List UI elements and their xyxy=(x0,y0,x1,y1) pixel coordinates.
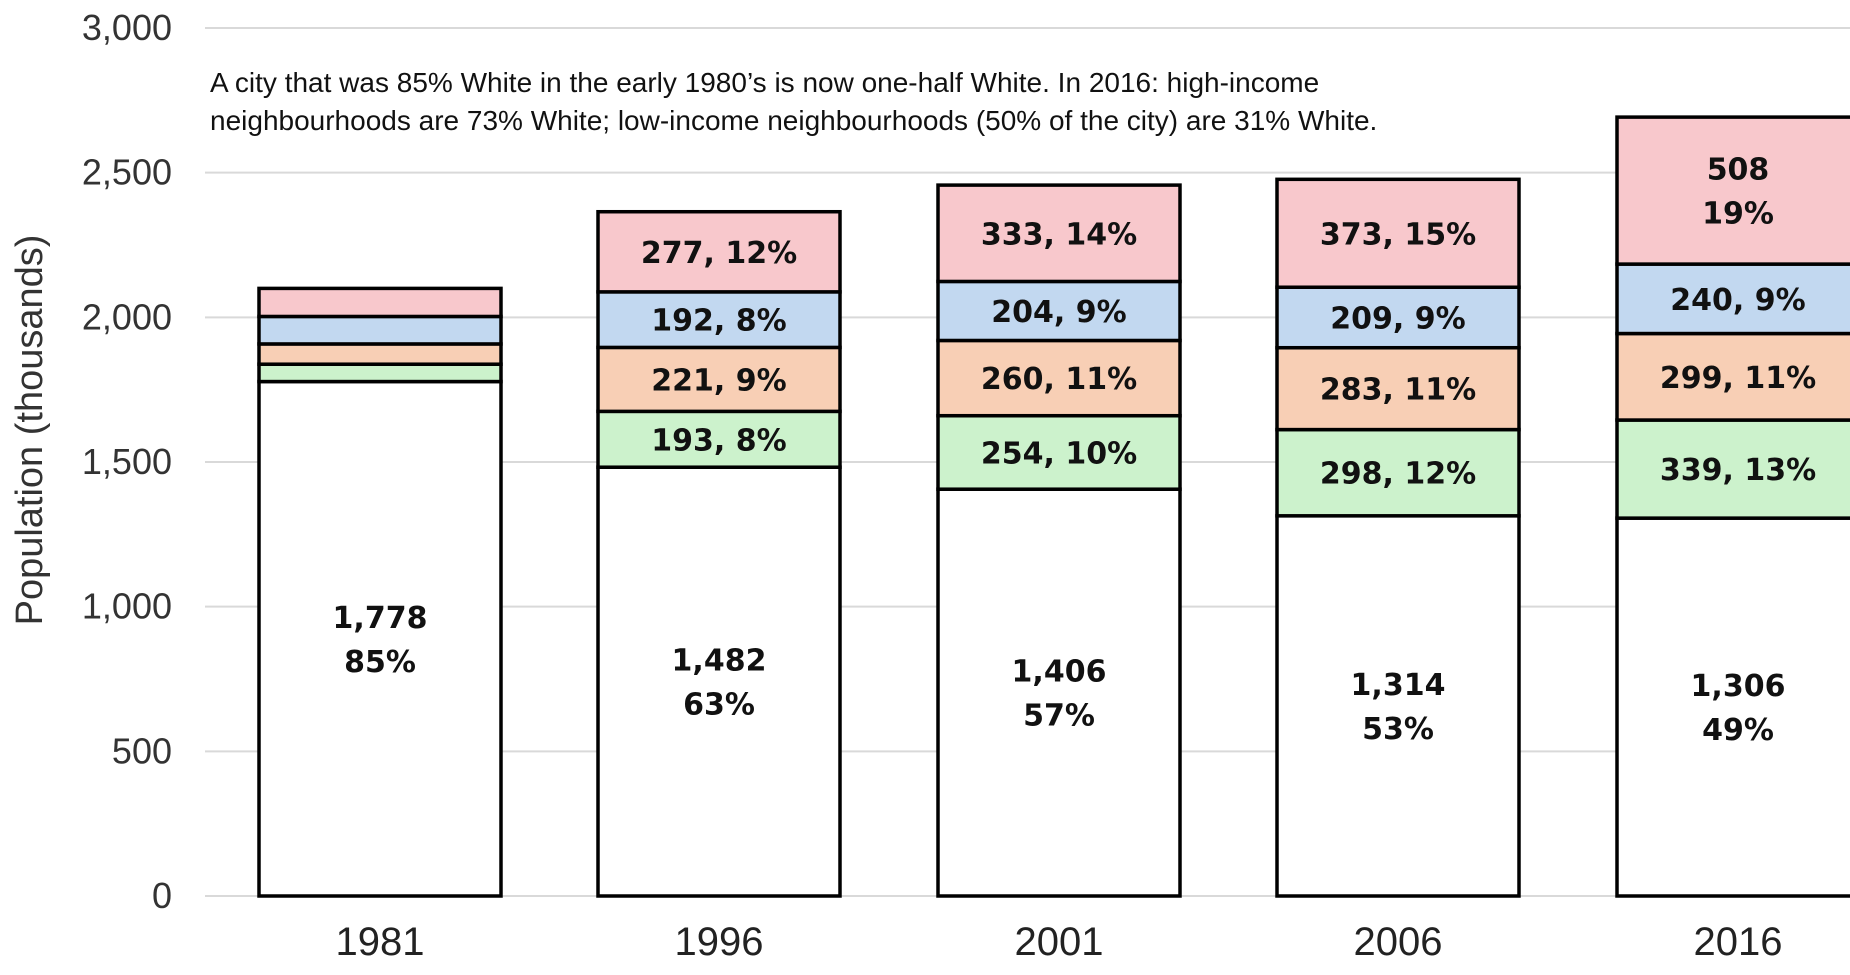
data-label: 85% xyxy=(344,645,416,680)
data-label: 508 xyxy=(1707,153,1770,188)
bar-segment xyxy=(1615,262,1850,336)
bar-segment xyxy=(1275,427,1521,518)
bar-segment xyxy=(1275,345,1521,432)
data-label: 260, 11% xyxy=(981,362,1137,397)
bar-segment xyxy=(936,279,1182,343)
bar-segment xyxy=(936,338,1182,418)
data-label: 204, 9% xyxy=(991,295,1126,330)
x-tick-label: 2016 xyxy=(1694,920,1783,964)
data-label: 298, 12% xyxy=(1320,457,1476,492)
bar-2016: 1,306 49% 339, 13% 299, 11% 240, 9% 508 19% xyxy=(1615,115,1850,898)
y-tick-label: 2,000 xyxy=(82,296,172,337)
data-label: 221, 9% xyxy=(651,363,786,398)
bar-1996: 1,482 63% 193, 8% 221, 9% 192, 8% 277, 12% xyxy=(596,209,842,898)
y-tick-label: 2,500 xyxy=(82,152,172,193)
bar-segment xyxy=(257,362,503,384)
y-tick-label: 1,000 xyxy=(82,586,172,627)
bar-2001: 1,406 57% 254, 10% 260, 11% 204, 9% 333, 14% xyxy=(936,183,1182,898)
bar-segment xyxy=(936,487,1182,898)
data-label: 192, 8% xyxy=(651,304,786,339)
y-tick-label: 0 xyxy=(152,875,172,916)
x-tick-label: 1981 xyxy=(336,920,425,964)
y-axis-ticks: 0 500 1,000 1,500 2,000 2,500 3,000 xyxy=(82,7,172,916)
y-tick-label: 500 xyxy=(112,730,172,771)
bar-segment xyxy=(257,286,503,319)
x-tick-label: 2001 xyxy=(1015,920,1104,964)
y-axis-label: Population (thousands) xyxy=(9,235,51,626)
data-label: 1,482 xyxy=(672,644,767,679)
bar-segment xyxy=(1275,514,1521,898)
data-label: 1,406 xyxy=(1012,655,1107,690)
data-label: 49% xyxy=(1702,713,1774,748)
bar-segment xyxy=(1275,285,1521,350)
data-label: 373, 15% xyxy=(1320,217,1476,252)
bar-segment xyxy=(1615,115,1850,266)
bars: 1,778 85% 1,482 63% 193, 8% 221, 9% 192, 8% 277… xyxy=(257,115,1850,898)
data-label: 339, 13% xyxy=(1660,453,1816,488)
data-label: 1,306 xyxy=(1691,669,1786,704)
bar-segment xyxy=(257,314,503,346)
data-label: 254, 10% xyxy=(981,436,1137,471)
data-label: 53% xyxy=(1362,712,1434,747)
data-label: 240, 9% xyxy=(1670,283,1805,318)
bar-2006: 1,314 53% 298, 12% 283, 11% 209, 9% 373, 15% xyxy=(1275,177,1521,898)
bar-segment xyxy=(257,342,503,366)
bar-segment xyxy=(596,465,842,898)
bar-segment xyxy=(596,409,842,469)
bar-segment xyxy=(257,379,503,898)
annotation-line-1: A city that was 85% White in the early 1… xyxy=(210,67,1319,98)
bar-segment xyxy=(596,209,842,294)
data-label: 333, 14% xyxy=(981,217,1137,252)
annotation: A city that was 85% White in the early 1… xyxy=(210,67,1377,136)
data-label: 1,778 xyxy=(333,601,428,636)
data-label: 1,314 xyxy=(1351,668,1446,703)
x-tick-label: 1996 xyxy=(675,920,764,964)
bar-segment xyxy=(1615,331,1850,422)
bar-segment xyxy=(1275,177,1521,289)
data-label: 63% xyxy=(683,688,755,723)
bar-1981: 1,778 85% xyxy=(257,286,503,898)
data-label: 283, 11% xyxy=(1320,373,1476,408)
data-label: 193, 8% xyxy=(651,423,786,458)
data-label: 299, 11% xyxy=(1660,361,1816,396)
bar-segment xyxy=(1615,516,1850,898)
bar-segment xyxy=(1615,418,1850,520)
bar-segment xyxy=(936,183,1182,284)
data-label: 209, 9% xyxy=(1330,301,1465,336)
y-tick-label: 1,500 xyxy=(82,441,172,482)
x-tick-label: 2006 xyxy=(1354,920,1443,964)
bar-segment xyxy=(936,413,1182,491)
data-label: 277, 12% xyxy=(641,236,797,271)
data-label: 19% xyxy=(1702,197,1774,232)
y-tick-label: 3,000 xyxy=(82,7,172,48)
bar-segment xyxy=(596,345,842,414)
x-axis-ticks: 1981 1996 2001 2006 2016 xyxy=(336,920,1783,964)
data-label: 57% xyxy=(1023,699,1095,734)
bar-segment xyxy=(596,290,842,350)
annotation-line-2: neighbourhoods are 73% White; low-income… xyxy=(210,105,1377,136)
